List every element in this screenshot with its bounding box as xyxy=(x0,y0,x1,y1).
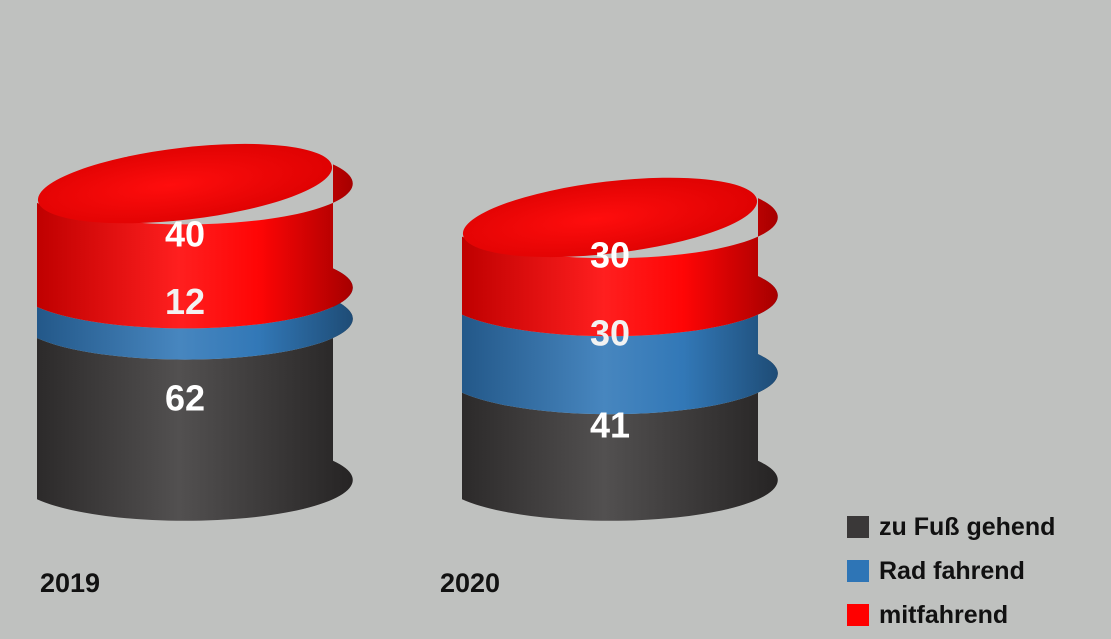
band-2020-1 xyxy=(462,276,778,415)
cylinder-2019: 62 12 40 xyxy=(37,143,353,521)
band-2019-1 xyxy=(37,268,353,360)
legend-item-zu-fuss: zu Fuß gehend xyxy=(847,505,1055,549)
value-label-2019-2: 40 xyxy=(165,214,205,255)
legend-item-mitfahrend: mitfahrend xyxy=(847,593,1055,637)
value-label-2020-0: 41 xyxy=(590,405,630,446)
legend: zu Fuß gehend Rad fahrend mitfahrend xyxy=(847,505,1055,637)
cylinder-top-2019 xyxy=(37,143,333,224)
legend-item-rad: Rad fahrend xyxy=(847,549,1055,593)
value-label-2020-2: 30 xyxy=(590,234,630,275)
band-2020-0 xyxy=(462,354,778,521)
value-label-2019-1: 12 xyxy=(165,281,205,322)
legend-label-zu-fuss: zu Fuß gehend xyxy=(879,512,1056,541)
legend-swatch-zu-fuss xyxy=(847,516,869,538)
value-label-2019-0: 62 xyxy=(165,377,205,418)
cylinder-2020: 41 30 30 xyxy=(462,177,778,521)
category-label-2020: 2020 xyxy=(440,568,501,598)
cylinder-top-2020 xyxy=(462,177,758,258)
band-2019-0 xyxy=(37,299,353,521)
legend-swatch-mitfahrend xyxy=(847,604,869,626)
band-2019-2 xyxy=(37,164,353,329)
category-label-2019: 2019 xyxy=(40,568,101,598)
legend-label-mitfahrend: mitfahrend xyxy=(879,600,1009,629)
legend-label-rad: Rad fahrend xyxy=(879,556,1025,585)
legend-swatch-rad xyxy=(847,560,869,582)
value-label-2020-1: 30 xyxy=(590,312,630,353)
band-2020-2 xyxy=(462,198,778,337)
